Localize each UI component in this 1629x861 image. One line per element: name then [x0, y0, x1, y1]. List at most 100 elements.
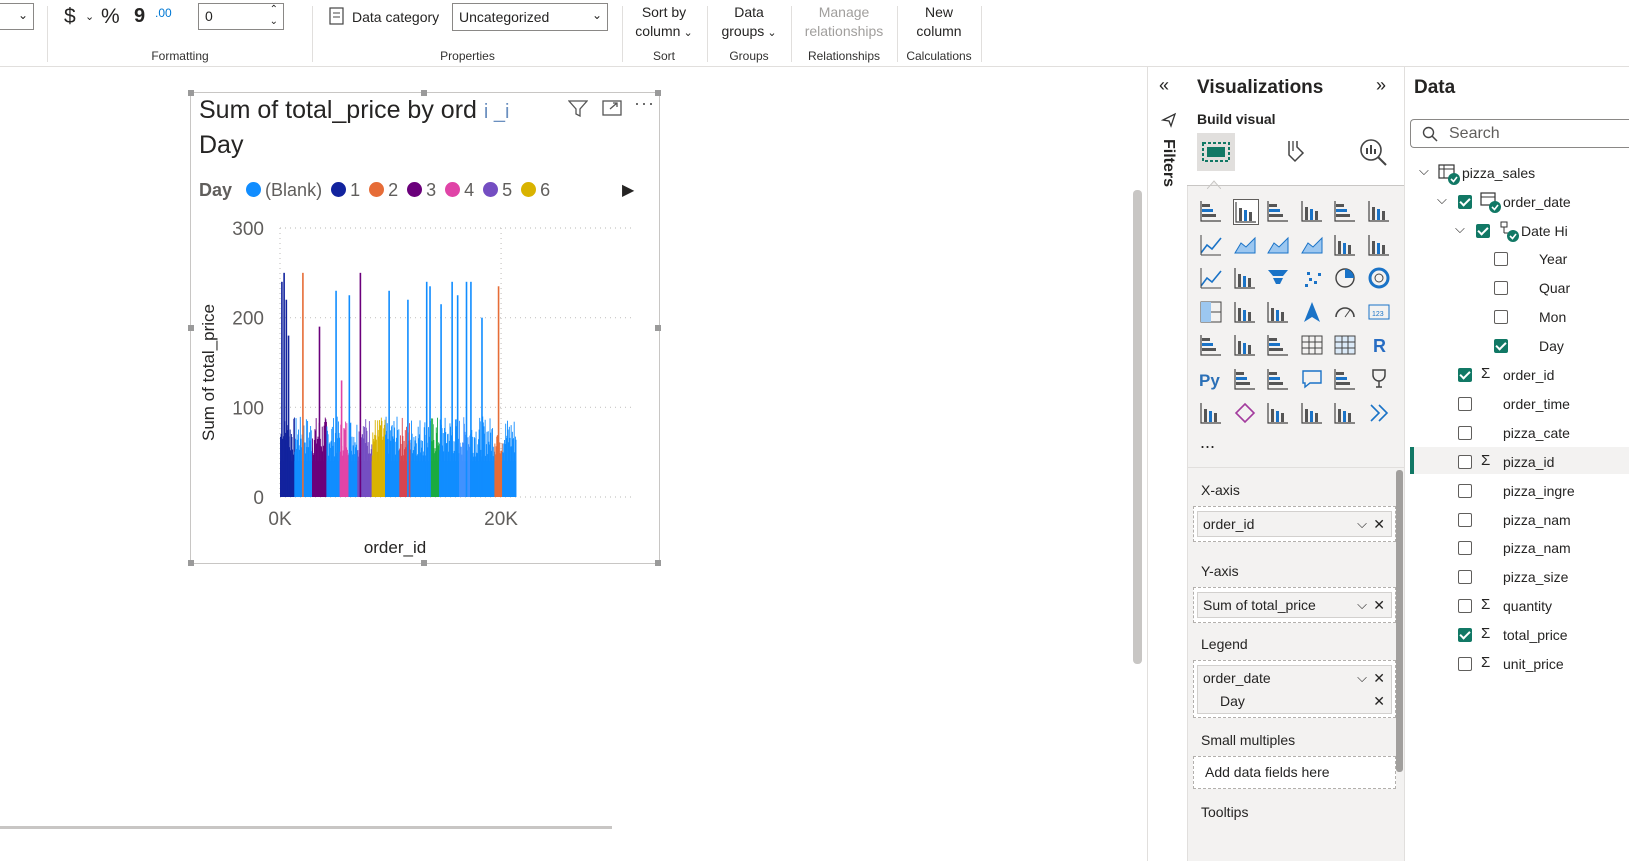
kpi-icon[interactable]: [1233, 333, 1257, 357]
decimal-button[interactable]: .00: [155, 6, 172, 20]
line-clustered-icon[interactable]: [1367, 233, 1391, 257]
bar[interactable]: [388, 290, 390, 497]
field-checkbox[interactable]: [1458, 599, 1472, 614]
order-date-field[interactable]: order_date: [1503, 194, 1571, 210]
bar[interactable]: [432, 418, 434, 497]
bar[interactable]: [340, 380, 343, 497]
bar[interactable]: [379, 425, 382, 497]
field-item[interactable]: pizza_size: [1503, 569, 1569, 586]
currency-button[interactable]: $: [64, 5, 76, 28]
resize-handle[interactable]: [188, 560, 194, 566]
resize-handle[interactable]: [421, 90, 427, 96]
bar[interactable]: [299, 416, 301, 497]
collapse-left-icon[interactable]: «: [1159, 75, 1170, 95]
bar[interactable]: [336, 416, 338, 497]
bar[interactable]: [465, 281, 468, 497]
bar[interactable]: [439, 419, 441, 497]
bar[interactable]: [307, 420, 309, 497]
clustered-column-icon[interactable]: [1300, 199, 1324, 223]
field-checkbox[interactable]: [1458, 541, 1472, 556]
bar[interactable]: [281, 281, 283, 497]
100-bar-icon[interactable]: [1333, 199, 1357, 223]
bar[interactable]: [293, 418, 295, 497]
arcgis-icon[interactable]: [1300, 401, 1324, 425]
scatter-icon[interactable]: [1300, 266, 1324, 290]
stacked-bar-icon[interactable]: [1199, 199, 1223, 223]
bar[interactable]: [359, 272, 362, 497]
bar[interactable]: [454, 419, 456, 497]
100-column-icon[interactable]: [1367, 199, 1391, 223]
bar[interactable]: [340, 424, 342, 497]
date-hierarchy-checkbox[interactable]: [1476, 224, 1490, 238]
yaxis-field-pill[interactable]: Sum of total_price ⌵ ✕: [1197, 592, 1392, 618]
bar[interactable]: [459, 420, 460, 497]
manage-relationships-button[interactable]: Manage relationships: [793, 3, 895, 41]
chevron-down-icon[interactable]: ⌵: [1419, 163, 1429, 178]
card-icon[interactable]: 123: [1367, 300, 1391, 324]
bar[interactable]: [456, 295, 459, 497]
resize-handle[interactable]: [421, 560, 427, 566]
bar[interactable]: [463, 417, 465, 497]
hierarchy-checkbox[interactable]: [1494, 281, 1508, 295]
hierarchy-checkbox[interactable]: [1494, 310, 1508, 324]
bar[interactable]: [505, 423, 507, 497]
funnel-icon[interactable]: [1266, 266, 1290, 290]
field-checkbox[interactable]: [1458, 396, 1472, 411]
bar[interactable]: [305, 419, 307, 497]
field-checkbox[interactable]: [1458, 483, 1472, 498]
bar[interactable]: [456, 419, 458, 497]
bar[interactable]: [444, 417, 446, 497]
sort-by-column-button[interactable]: Sort by column ⌄: [625, 3, 703, 43]
bar[interactable]: [381, 420, 383, 497]
more-options-icon[interactable]: ···: [634, 93, 655, 113]
bar[interactable]: [497, 286, 500, 497]
bar[interactable]: [391, 425, 393, 497]
gauge-icon[interactable]: [1333, 300, 1357, 324]
bar[interactable]: [470, 281, 472, 497]
table-name[interactable]: pizza_sales: [1462, 165, 1536, 181]
bar[interactable]: [287, 335, 290, 497]
pie-icon[interactable]: [1333, 266, 1357, 290]
data-groups-button[interactable]: Data groups ⌄: [710, 3, 788, 43]
bar[interactable]: [409, 423, 411, 497]
bar[interactable]: [386, 423, 388, 497]
bar[interactable]: [411, 420, 412, 497]
bar[interactable]: [437, 417, 438, 497]
bar[interactable]: [479, 417, 481, 497]
bar[interactable]: [350, 422, 352, 497]
bar[interactable]: [295, 418, 297, 497]
stacked-column-icon[interactable]: [1232, 199, 1259, 225]
bar[interactable]: [481, 317, 483, 497]
bar[interactable]: [315, 418, 317, 497]
bar[interactable]: [384, 419, 386, 497]
map-icon[interactable]: [1233, 300, 1257, 324]
bar[interactable]: [513, 421, 515, 497]
canvas-scrollbar[interactable]: [1133, 190, 1142, 664]
close-icon[interactable]: ✕: [1373, 693, 1385, 709]
bar[interactable]: [489, 418, 491, 497]
bar[interactable]: [507, 420, 508, 497]
field-checkbox[interactable]: [1458, 512, 1472, 527]
viz-scrollbar[interactable]: [1396, 470, 1403, 772]
donut-icon[interactable]: [1367, 266, 1391, 290]
small-multiples-well[interactable]: Add data fields here: [1193, 756, 1396, 789]
bar[interactable]: [401, 417, 403, 497]
bar[interactable]: [429, 286, 431, 497]
bar[interactable]: [374, 420, 376, 497]
legend-item[interactable]: (Blank): [246, 180, 322, 200]
filters-label-wrap[interactable]: Filters: [1157, 139, 1179, 219]
bar[interactable]: [302, 272, 304, 497]
hierarchy-item[interactable]: Quar: [1539, 280, 1571, 296]
data-category-select[interactable]: Uncategorized ⌄: [452, 3, 608, 31]
legend-item[interactable]: 4: [445, 180, 474, 200]
bar[interactable]: [380, 417, 382, 497]
search-input[interactable]: Search: [1410, 119, 1629, 148]
r-visual-icon[interactable]: R: [1367, 333, 1391, 357]
yaxis-well[interactable]: Sum of total_price ⌵ ✕: [1193, 587, 1396, 623]
new-column-button[interactable]: New column: [899, 3, 979, 41]
bar[interactable]: [430, 418, 432, 497]
decimal-places-input[interactable]: 0 ⌃ ⌄: [198, 3, 284, 30]
line-column-icon[interactable]: [1333, 233, 1357, 257]
resize-handle[interactable]: [655, 560, 661, 566]
bar[interactable]: [451, 281, 453, 497]
